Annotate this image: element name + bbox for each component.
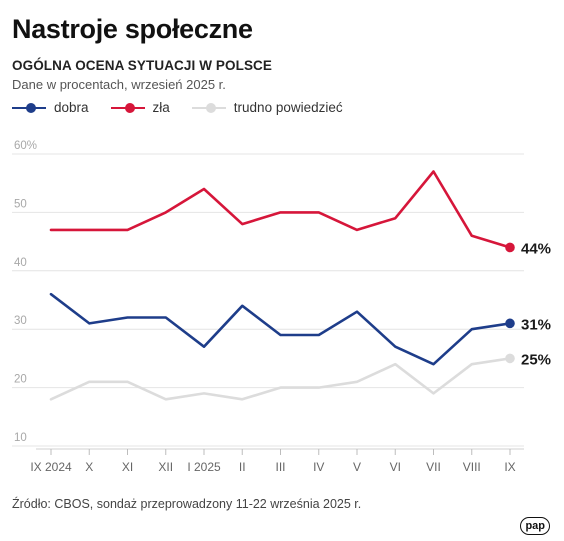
x-tick-label: IX — [504, 460, 515, 474]
x-tick-label: IX 2024 — [30, 460, 72, 474]
source-note: Źródło: CBOS, sondaż przeprowadzony 11-2… — [12, 497, 362, 511]
chart-subtitle: OGÓLNA OCENA SYTUACJI W POLSCE — [12, 58, 273, 73]
y-tick-label: 20 — [14, 374, 27, 386]
legend-swatch-trudno — [191, 102, 226, 114]
series-line — [49, 357, 512, 401]
legend-label-dobra: dobra — [54, 100, 89, 115]
legend-item-trudno: trudno powiedzieć — [191, 100, 343, 115]
data-note: Dane w procentach, wrzesień 2025 r. — [12, 77, 226, 92]
page-title: Nastroje społeczne — [12, 14, 253, 44]
x-tick-label: XI — [122, 460, 133, 474]
legend-swatch-dobra — [12, 102, 46, 114]
x-tick-label: VIII — [463, 460, 481, 474]
legend-swatch-zla — [110, 102, 145, 114]
x-tick-label: XII — [158, 460, 173, 474]
series-endpoint — [505, 318, 515, 329]
legend-item-zla: zła — [110, 100, 170, 115]
series-line — [49, 170, 512, 249]
series-endpoint — [505, 353, 515, 364]
x-tick-label: IV — [313, 460, 324, 474]
series-end-label: 31% — [521, 316, 551, 333]
series-line — [49, 292, 512, 366]
y-tick-label: 60% — [14, 140, 37, 152]
y-tick-label: 10 — [14, 432, 27, 444]
x-tick-label: III — [275, 460, 285, 474]
y-tick-label: 30 — [14, 315, 27, 327]
legend-label-zla: zła — [152, 100, 170, 115]
x-tick-label: II — [239, 460, 246, 474]
series-endpoint — [505, 242, 515, 253]
series-end-label: 44% — [521, 240, 551, 257]
x-tick-label: V — [353, 460, 361, 474]
x-tick-label: VI — [390, 460, 401, 474]
y-tick-label: 40 — [14, 257, 27, 269]
y-tick-label: 50 — [14, 198, 27, 210]
pap-logo: pap — [520, 517, 550, 535]
legend: dobra zła trudno powiedzieć — [12, 100, 343, 115]
x-tick-label: VII — [426, 460, 441, 474]
x-tick-label: X — [85, 460, 93, 474]
x-tick-label: I 2025 — [187, 460, 221, 474]
legend-item-dobra: dobra — [12, 100, 89, 115]
series-end-label: 25% — [521, 351, 551, 368]
legend-label-trudno: trudno powiedzieć — [233, 100, 343, 115]
